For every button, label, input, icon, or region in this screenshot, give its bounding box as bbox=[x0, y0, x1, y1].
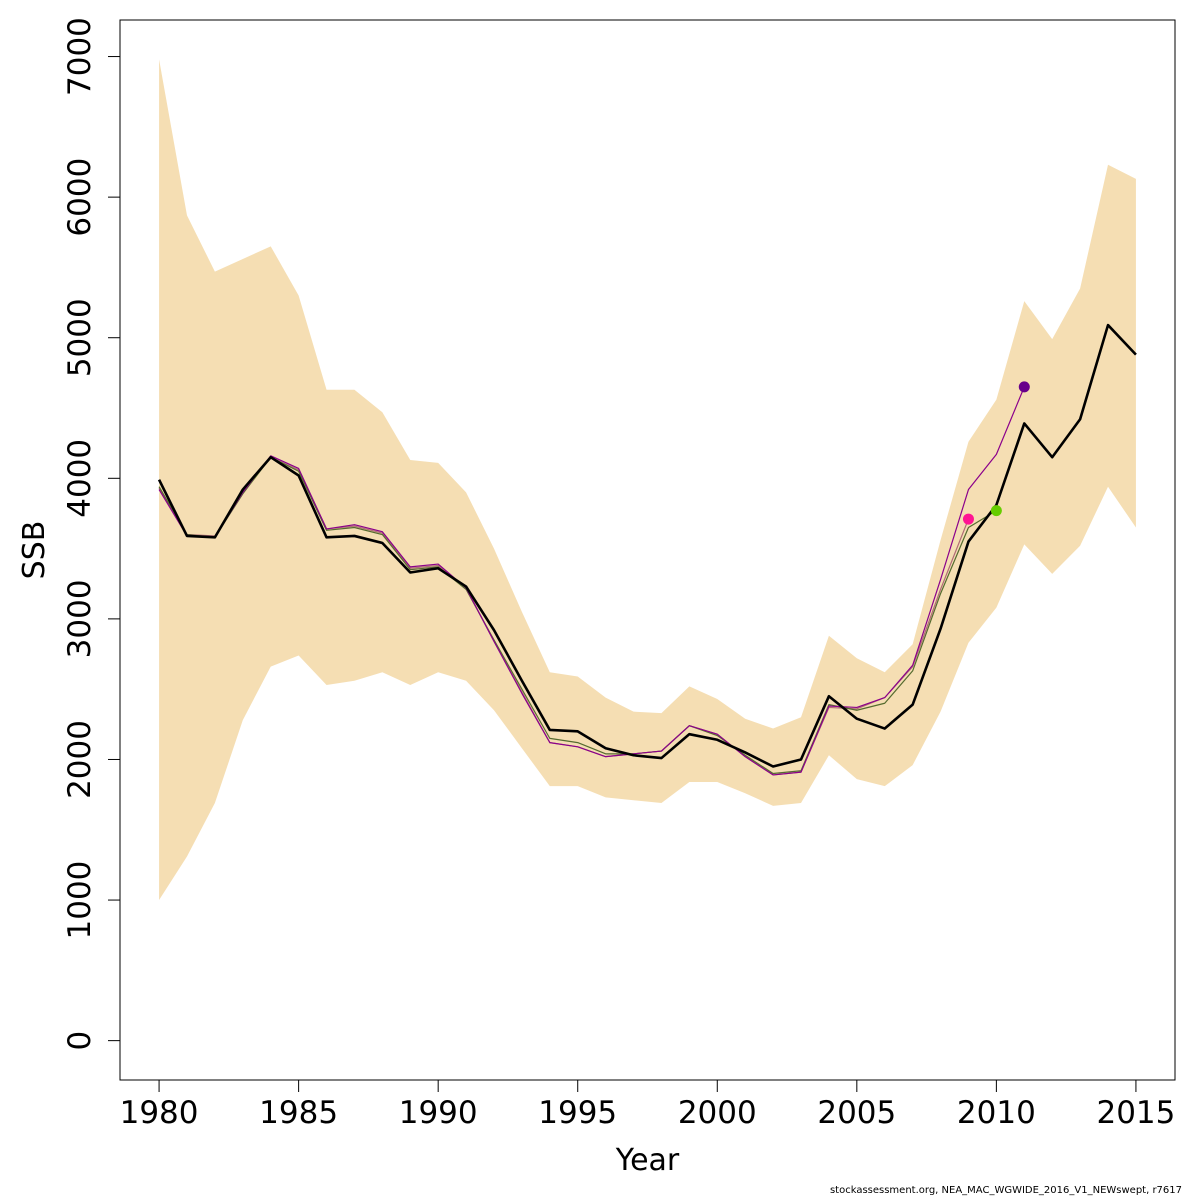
retro-endpoint-3 bbox=[1018, 381, 1030, 393]
y-tick-label: 2000 bbox=[62, 720, 98, 799]
retro-endpoint-2 bbox=[990, 505, 1002, 517]
x-tick-label: 2015 bbox=[1096, 1095, 1175, 1131]
source-credit: stockassessment.org, NEA_MAC_WGWIDE_2016… bbox=[829, 1185, 1182, 1196]
x-tick-label: 2005 bbox=[817, 1095, 896, 1131]
x-tick-label: 2010 bbox=[957, 1095, 1036, 1131]
x-tick-label: 1995 bbox=[538, 1095, 617, 1131]
x-tick-label: 1990 bbox=[399, 1095, 478, 1131]
series-line-3 bbox=[158, 386, 1025, 776]
y-tick-label: 5000 bbox=[62, 298, 98, 377]
y-tick-label: 6000 bbox=[62, 158, 98, 237]
series-line-4 bbox=[157, 323, 1137, 768]
y-tick-label: 4000 bbox=[62, 439, 98, 518]
y-tick-label: 3000 bbox=[62, 579, 98, 658]
confidence-band-layer bbox=[159, 59, 1136, 901]
y-axis-title: SSB bbox=[17, 521, 52, 580]
y-tick-label: 7000 bbox=[62, 17, 98, 96]
y-axis: 0 1000 2000 3000 4000 5000 6000 7000 bbox=[62, 17, 121, 1051]
x-tick-label: 2000 bbox=[678, 1095, 757, 1131]
points-layer bbox=[962, 381, 1030, 525]
confidence-band bbox=[159, 59, 1136, 901]
x-axis-title: Year bbox=[615, 1143, 680, 1178]
x-axis: 1980 1985 1990 1995 2000 2005 2010 2015 bbox=[120, 1079, 1175, 1131]
y-tick-label: 0 bbox=[62, 1031, 98, 1051]
y-tick-label: 1000 bbox=[62, 861, 98, 940]
x-tick-label: 1980 bbox=[120, 1095, 199, 1131]
retro-endpoint-1 bbox=[962, 513, 974, 525]
series-line-2 bbox=[158, 456, 997, 775]
x-tick-label: 1985 bbox=[259, 1095, 338, 1131]
series-layer bbox=[157, 323, 1137, 776]
